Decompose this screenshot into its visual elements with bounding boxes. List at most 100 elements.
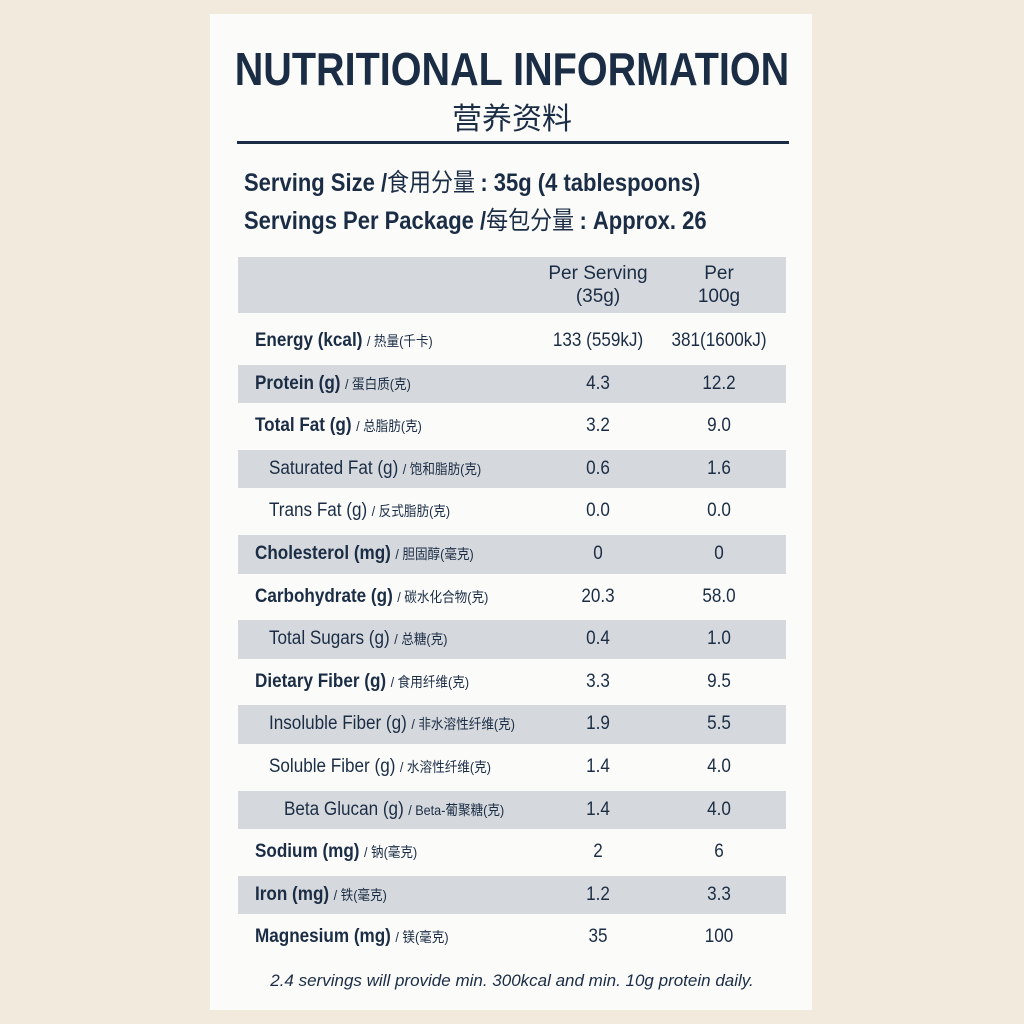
- row-value: 2: [593, 841, 603, 863]
- row-name-zh: / 碳水化合物(克): [397, 588, 489, 605]
- row-value: 6: [714, 841, 724, 863]
- row-name: Energy (kcal): [255, 330, 363, 351]
- row-name-zh: / 反式脂肪(克): [371, 503, 451, 520]
- row-value: 1.4: [586, 798, 610, 820]
- row-name-zh: / 饱和脂肪(克): [402, 460, 482, 477]
- row-label: Total Fat (g) / 总脂肪(克): [255, 415, 422, 437]
- row-label: Sodium (mg) / 钠(毫克): [255, 841, 417, 863]
- row-name-zh: / 非水溶性纤维(克): [411, 716, 515, 733]
- row-name: Beta Glucan (g): [284, 798, 404, 820]
- row-name: Insoluble Fiber (g): [269, 713, 407, 735]
- row-name-zh: / 热量(千卡): [366, 333, 433, 349]
- row-name: Carbohydrate (g): [255, 585, 393, 607]
- serving-line: Serving Size /食用分量: 35g (4 tablespoons): [244, 163, 700, 199]
- row-name-zh: / 钠(毫克): [363, 844, 418, 861]
- row-band: [238, 449, 786, 489]
- row-label: Trans Fat (g) / 反式脂肪(克): [269, 500, 450, 522]
- column-header: Per 100g: [649, 262, 789, 308]
- column-header-line: (35g): [575, 286, 621, 307]
- row-label: Protein (g) / 蛋白质(克): [255, 373, 411, 395]
- row-value: 133 (559kJ): [552, 330, 644, 351]
- row-value: 1.4: [586, 756, 610, 777]
- serving-label: Serving Size /: [244, 169, 388, 197]
- row-name: Magnesium (mg): [255, 926, 391, 948]
- row-value: 100: [704, 926, 734, 948]
- row-band: [238, 364, 786, 404]
- row-name: Total Sugars (g): [269, 628, 390, 650]
- row-label: Saturated Fat (g) / 饱和脂肪(克): [269, 458, 481, 480]
- row-value: 0: [714, 543, 724, 564]
- row-name-zh: / 食用纤维(克): [390, 673, 470, 690]
- row-label: Total Sugars (g) / 总糖(克): [269, 628, 447, 650]
- title: NUTRITIONAL INFORMATION: [234, 43, 790, 95]
- serving-value: : Approx. 26: [579, 207, 707, 235]
- row-value: 0.0: [586, 500, 610, 522]
- row-label: Cholesterol (mg) / 胆固醇(毫克): [255, 543, 474, 565]
- row-name-zh: / 总脂肪(克): [356, 418, 422, 435]
- row-band: [238, 875, 786, 915]
- row-band: [238, 705, 786, 744]
- row-value: 0: [593, 543, 603, 564]
- row-value: 0.0: [707, 500, 731, 522]
- row-label: Iron (mg) / 铁(毫克): [255, 884, 387, 906]
- serving-label-zh: 食用分量: [387, 169, 476, 197]
- column-header-line: Per: [704, 263, 734, 284]
- header-band: [238, 257, 786, 313]
- row-name-zh: / 胆固醇(毫克): [395, 546, 474, 562]
- row-value: 35: [588, 926, 608, 948]
- row-name: Iron (mg): [255, 883, 330, 905]
- row-name: Soluble Fiber (g): [269, 756, 396, 777]
- row-label: Energy (kcal) / 热量(千卡): [255, 330, 433, 352]
- serving-label: Servings Per Package /: [244, 207, 487, 235]
- row-value: 3.3: [707, 883, 731, 905]
- row-value: 9.5: [707, 670, 731, 692]
- row-value: 3.3: [586, 670, 610, 692]
- row-name: Protein (g): [255, 372, 341, 394]
- row-label: Magnesium (mg) / 镁(毫克): [255, 926, 449, 948]
- row-band: [238, 620, 786, 659]
- row-name: Total Fat (g): [255, 415, 352, 437]
- row-value: 1.2: [586, 883, 610, 905]
- divider: [237, 141, 789, 144]
- row-value: 381(1600kJ): [671, 330, 767, 351]
- row-value: 4.0: [707, 798, 731, 820]
- row-value: 1.0: [707, 628, 731, 650]
- row-value: 0.4: [586, 628, 610, 650]
- row-name: Dietary Fiber (g): [255, 670, 387, 692]
- row-name-zh: / 蛋白质(克): [345, 375, 411, 392]
- serving-label-zh: 每包分量: [486, 207, 575, 235]
- row-label: Insoluble Fiber (g) / 非水溶性纤维(克): [269, 713, 515, 735]
- row-value: 0.6: [586, 457, 610, 479]
- row-label: Carbohydrate (g) / 碳水化合物(克): [255, 586, 488, 608]
- row-name-zh: / 镁(毫克): [395, 929, 449, 946]
- row-label: Beta Glucan (g) / Beta-葡聚糖(克): [284, 799, 504, 821]
- column-header-line: 100g: [697, 286, 741, 307]
- row-name: Trans Fat (g): [269, 500, 368, 522]
- row-name-zh: / 水溶性纤维(克): [399, 759, 491, 775]
- row-value: 4.0: [707, 756, 731, 777]
- subtitle: 营养资料: [452, 103, 572, 136]
- serving-value: : 35g (4 tablespoons): [480, 169, 701, 197]
- row-value: 1.9: [586, 713, 610, 735]
- row-name-zh: / Beta-葡聚糖(克): [408, 801, 505, 818]
- row-label: Dietary Fiber (g) / 食用纤维(克): [255, 671, 469, 693]
- row-name: Sodium (mg): [255, 841, 360, 863]
- column-header-line: Per Serving: [548, 263, 648, 284]
- row-value: 5.5: [707, 713, 731, 735]
- row-value: 9.0: [707, 415, 731, 437]
- row-value: 4.3: [586, 372, 610, 394]
- row-value: 1.6: [707, 457, 731, 479]
- row-name: Saturated Fat (g): [269, 457, 399, 479]
- row-band: [238, 790, 786, 830]
- row-name-zh: / 总糖(克): [394, 631, 448, 648]
- column-header: Per Serving (35g): [528, 262, 668, 308]
- row-value: 58.0: [702, 585, 736, 607]
- row-name-zh: / 铁(毫克): [333, 886, 387, 903]
- row-value: 12.2: [702, 372, 736, 394]
- card: [210, 14, 812, 1010]
- serving-line: Servings Per Package /每包分量: Approx. 26: [244, 201, 707, 237]
- row-band: [238, 535, 786, 574]
- row-name: Cholesterol (mg): [255, 543, 391, 564]
